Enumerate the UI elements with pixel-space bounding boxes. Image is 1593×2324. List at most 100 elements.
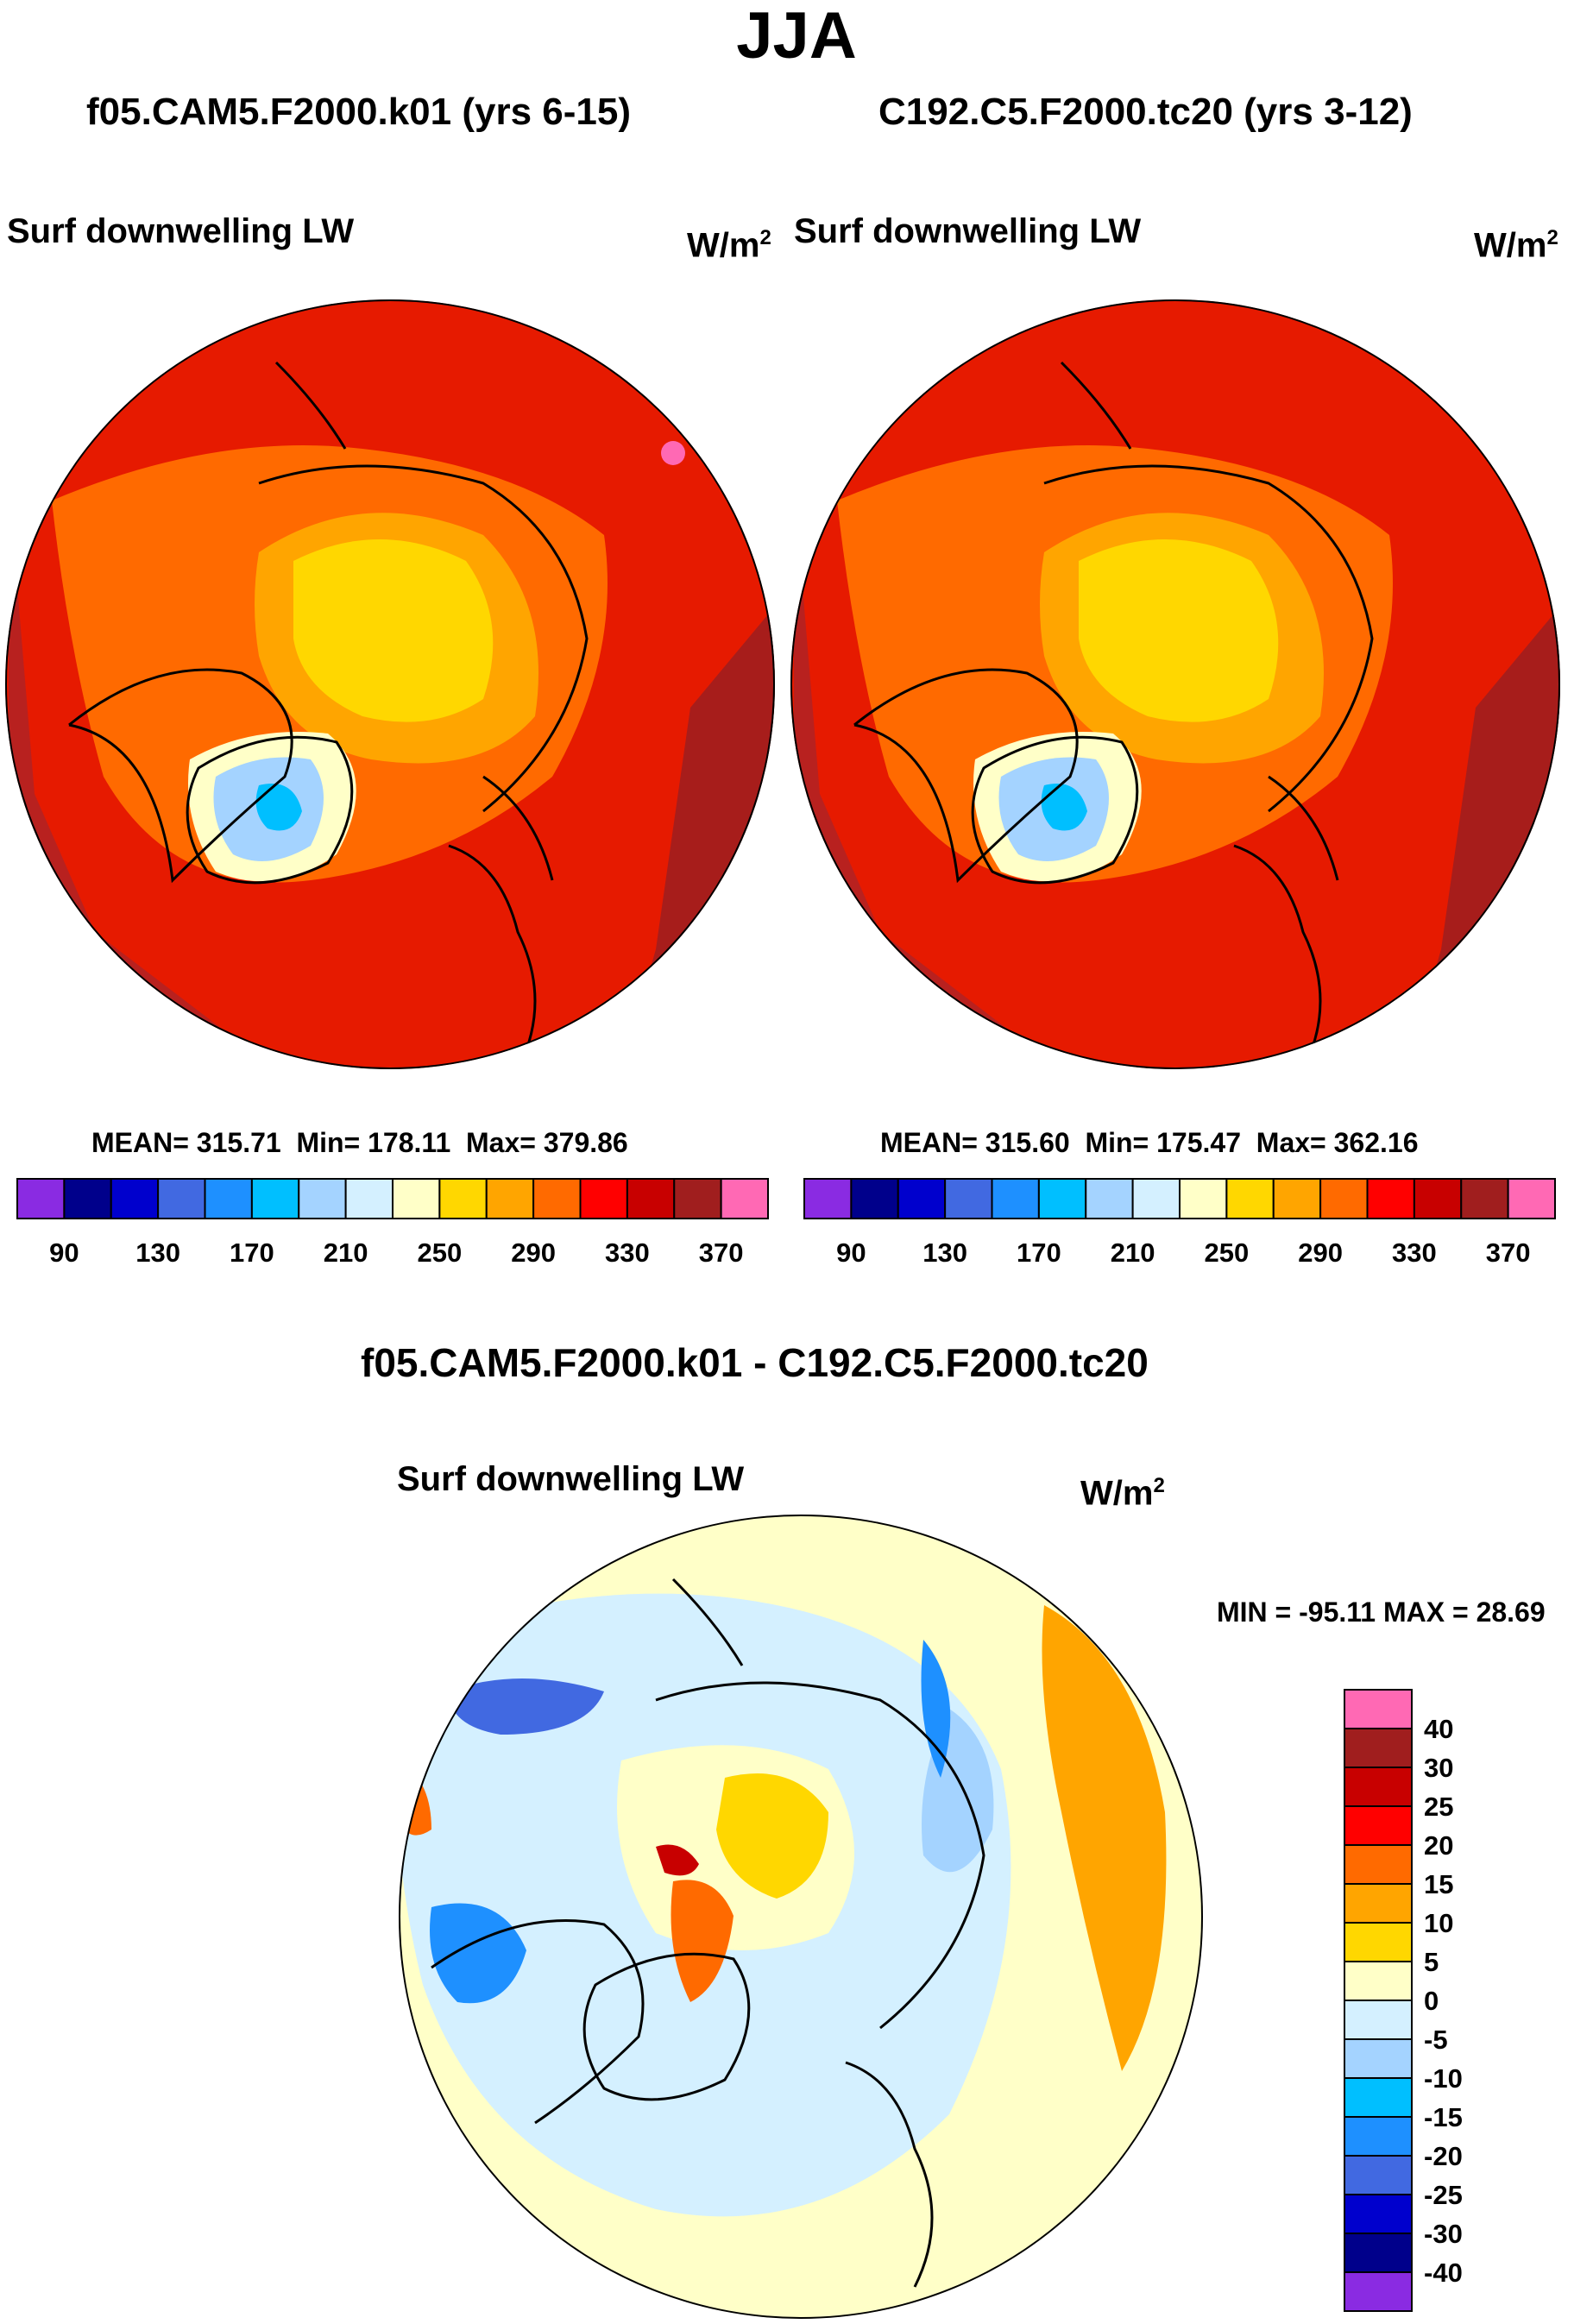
left-colorbar-tick-label: 210 [324, 1238, 368, 1268]
left-colorbar-swatch-2 [110, 1178, 160, 1219]
right-colorbar-swatch-8 [1179, 1178, 1228, 1219]
diff-colorbar-swatch-2 [1344, 2194, 1413, 2234]
right-colorbar-tick-label: 170 [1017, 1238, 1061, 1268]
left-colorbar-swatch-15 [720, 1178, 769, 1219]
diff-minmax-label: MIN = -95.11 MAX = 28.69 [1217, 1597, 1546, 1628]
right-units-label: W/m2 [1474, 226, 1558, 265]
diff-colorbar-tick-label: 5 [1424, 1947, 1439, 1977]
left-colorbar-swatch-0 [16, 1178, 66, 1219]
right-colorbar-swatch-6 [1085, 1178, 1134, 1219]
left-map-greenland-core [255, 784, 302, 831]
right-map [790, 299, 1560, 1069]
left-colorbar-tick-label: 90 [49, 1238, 79, 1268]
diff-map-north-blue [449, 1678, 604, 1735]
left-colorbar-tick-label: 250 [418, 1238, 463, 1268]
diff-colorbar-swatch-9 [1344, 1922, 1413, 1962]
left-colorbar-swatch-9 [438, 1178, 488, 1219]
diff-colorbar-tick-label: 30 [1424, 1753, 1453, 1783]
right-colorbar-tick-label: 130 [922, 1238, 967, 1268]
right-colorbar-swatch-11 [1319, 1178, 1369, 1219]
diff-colorbar-tick-label: -20 [1424, 2141, 1463, 2171]
left-colorbar-swatch-5 [250, 1178, 300, 1219]
right-colorbar-swatch-2 [897, 1178, 947, 1219]
diff-colorbar-tick-label: -15 [1424, 2102, 1463, 2132]
diff-map [399, 1515, 1203, 2319]
right-colorbar-swatch-1 [850, 1178, 899, 1219]
left-colorbar-swatch-6 [298, 1178, 347, 1219]
right-colorbar-swatch-13 [1413, 1178, 1463, 1219]
diff-colorbar-swatch-3 [1344, 2155, 1413, 2195]
diff-colorbar-tick-label: 20 [1424, 1830, 1453, 1861]
right-colorbar-swatch-10 [1272, 1178, 1322, 1219]
left-colorbar-tick-label: 330 [605, 1238, 650, 1268]
diff-colorbar-tick-label: -40 [1424, 2258, 1463, 2288]
left-colorbar-swatch-7 [344, 1178, 394, 1219]
left-map [5, 299, 775, 1069]
right-colorbar-tick-label: 330 [1392, 1238, 1437, 1268]
right-colorbar-tick-label: 210 [1111, 1238, 1155, 1268]
diff-map-west-blue [430, 1903, 526, 2004]
diff-colorbar-tick-label: 10 [1424, 1908, 1453, 1938]
diff-colorbar-tick-label: -10 [1424, 2063, 1463, 2094]
diff-colorbar-tick-label: -25 [1424, 2180, 1463, 2210]
left-colorbar-swatch-10 [485, 1178, 535, 1219]
diff-colorbar-swatch-0 [1344, 2271, 1413, 2312]
right-colorbar-swatch-12 [1366, 1178, 1415, 1219]
diff-colorbar-swatch-4 [1344, 2116, 1413, 2157]
diff-panel-title: f05.CAM5.F2000.k01 - C192.C5.F2000.tc20 [361, 1340, 1149, 1385]
diff-map-red-spot [656, 1844, 699, 1876]
diff-colorbar-tick-label: 25 [1424, 1792, 1453, 1822]
diff-map-coastlines [431, 1578, 985, 2288]
left-colorbar-swatch-8 [392, 1178, 441, 1219]
right-stats: MEAN= 315.60 Min= 175.47 Max= 362.16 [880, 1125, 1418, 1160]
right-mean: MEAN= 315.60 [880, 1127, 1070, 1158]
diff-colorbar-tick-label: 15 [1424, 1869, 1453, 1899]
right-map-arctic-yellow [1079, 539, 1279, 722]
diff-map-greenland-warm [671, 1880, 734, 2002]
left-colorbar: 90 130 170 210 250 290 330 370 [16, 1178, 769, 1268]
right-colorbar-tick-label: 370 [1486, 1238, 1531, 1268]
left-variable-label: Surf downwelling LW [7, 212, 355, 250]
right-panel-title: C192.C5.F2000.tc20 (yrs 3-12) [878, 91, 1413, 133]
diff-colorbar-swatch-14 [1344, 1728, 1413, 1768]
right-colorbar-tick-label: 90 [836, 1238, 866, 1268]
diff-colorbar-swatch-7 [1344, 2000, 1413, 2040]
left-panel-title: f05.CAM5.F2000.k01 (yrs 6-15) [86, 91, 631, 133]
left-colorbar-tick-label: 370 [699, 1238, 744, 1268]
right-max: Max= 362.16 [1256, 1127, 1419, 1158]
left-units-label: W/m2 [687, 226, 771, 265]
right-colorbar-swatch-5 [1037, 1178, 1087, 1219]
right-colorbar-tick-label: 250 [1205, 1238, 1250, 1268]
diff-colorbar-swatch-6 [1344, 2038, 1413, 2079]
right-colorbar: 90 130 170 210 250 290 330 370 [803, 1178, 1556, 1268]
diff-colorbar-tick-label: -5 [1424, 2025, 1448, 2055]
left-colorbar-tick-label: 130 [135, 1238, 180, 1268]
diff-colorbar-swatch-10 [1344, 1883, 1413, 1924]
right-map-greenland-core [1041, 784, 1087, 831]
diff-colorbar-tick-label: -30 [1424, 2219, 1463, 2249]
left-colorbar-swatch-4 [204, 1178, 253, 1219]
right-colorbar-swatch-15 [1507, 1178, 1556, 1219]
season-title: JJA [736, 0, 857, 72]
left-max: Max= 379.86 [466, 1127, 628, 1158]
diff-colorbar-swatch-8 [1344, 1961, 1413, 2001]
diff-colorbar-swatch-13 [1344, 1767, 1413, 1807]
diff-colorbar: -40 -30 -25 -20 -15 -10 -5 0 5 10 15 20 25 30 40 [1344, 1689, 1463, 2312]
right-colorbar-swatch-9 [1225, 1178, 1275, 1219]
right-colorbar-swatch-7 [1131, 1178, 1181, 1219]
diff-map-east-deepblue [921, 1640, 951, 1778]
right-colorbar-swatch-3 [944, 1178, 993, 1219]
left-stats: MEAN= 315.71 Min= 178.11 Max= 379.86 [91, 1125, 628, 1160]
left-colorbar-swatch-3 [157, 1178, 206, 1219]
diff-variable-label: Surf downwelling LW [397, 1460, 745, 1498]
diff-colorbar-swatch-15 [1344, 1689, 1413, 1729]
right-min: Min= 175.47 [1085, 1127, 1241, 1158]
left-colorbar-swatch-13 [626, 1178, 676, 1219]
right-map-coastlines [853, 361, 1374, 1069]
left-colorbar-swatch-14 [673, 1178, 722, 1219]
diff-colorbar-swatch-11 [1344, 1844, 1413, 1885]
right-colorbar-swatch-4 [991, 1178, 1040, 1219]
right-colorbar-tick-label: 290 [1298, 1238, 1343, 1268]
diff-colorbar-swatch-1 [1344, 2233, 1413, 2273]
